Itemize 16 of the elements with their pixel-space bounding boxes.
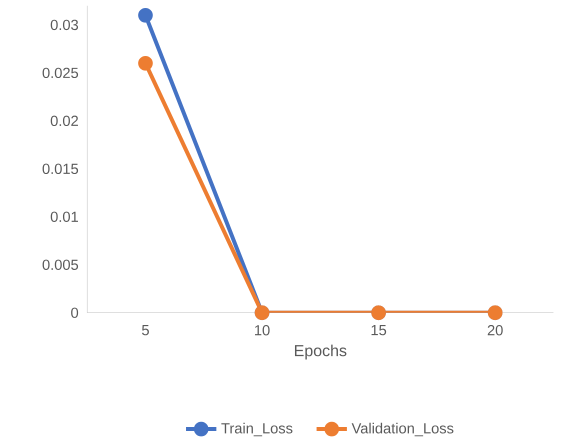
y-tick-label: 0.03 xyxy=(50,20,78,30)
y-tick-label: 0 xyxy=(71,308,78,318)
y-tick-label: 0.02 xyxy=(50,116,78,126)
legend-label: Validation_Loss xyxy=(352,422,454,436)
x-tick-label: 10 xyxy=(255,325,270,336)
x-tick-label: 5 xyxy=(142,325,149,336)
y-tick-label: 0.005 xyxy=(42,260,78,270)
y-tick-label: 0.015 xyxy=(42,164,78,174)
point xyxy=(138,8,153,23)
y-tick-label: 0.01 xyxy=(50,212,78,222)
x-tick-label: 20 xyxy=(488,325,503,336)
x-tick-label: 15 xyxy=(372,325,386,336)
x-axis-title: Epochs xyxy=(294,344,346,360)
legend-label: Train_Loss xyxy=(221,422,292,436)
y-tick-label: 0.025 xyxy=(42,68,78,78)
point xyxy=(138,56,153,71)
